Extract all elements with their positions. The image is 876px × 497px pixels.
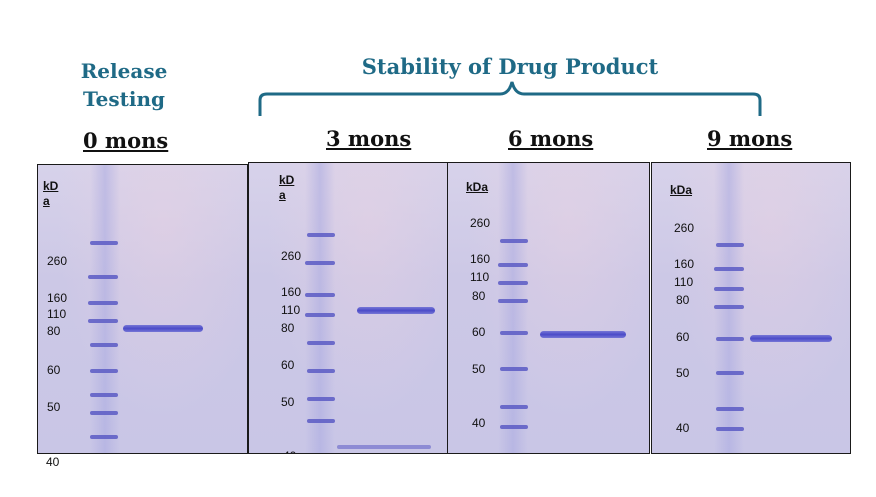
marker-label: 160 <box>674 257 695 271</box>
marker-label: 40 <box>46 455 60 469</box>
kda-label: kDa <box>670 183 693 197</box>
marker-label: 260 <box>470 216 491 230</box>
marker-label: 60 <box>472 325 486 339</box>
ladder-band <box>716 427 744 431</box>
timepoint-label-0: 0 mons <box>83 128 169 153</box>
ladder-band <box>90 411 118 415</box>
ladder-band <box>714 267 744 271</box>
marker-label: 40 <box>472 416 486 430</box>
ladder-band <box>88 319 118 323</box>
marker-label: 110 <box>281 303 301 317</box>
sample-band <box>123 325 203 332</box>
ladder-band <box>714 287 744 291</box>
marker-label: 160 <box>470 252 491 266</box>
ladder-band <box>88 275 118 279</box>
marker-label: 40 <box>283 449 296 453</box>
marker-label: 110 <box>674 275 694 289</box>
ladder-band <box>307 233 335 237</box>
timepoint-label-9: 9 mons <box>707 126 793 151</box>
marker-label: 60 <box>676 330 690 344</box>
timepoint-label-3: 3 mons <box>326 126 412 151</box>
ladder-band <box>90 369 118 373</box>
marker-label: 50 <box>281 395 295 409</box>
marker-label: 160 <box>281 285 302 299</box>
ladder-band <box>500 331 528 335</box>
ladder-band <box>716 337 744 341</box>
marker-label: 40 <box>676 421 690 435</box>
marker-label: 260 <box>281 249 302 263</box>
ladder-band <box>305 293 335 297</box>
marker-label: 160 <box>47 291 68 305</box>
marker-label: 80 <box>47 324 61 338</box>
ladder-band <box>88 301 118 305</box>
marker-label: 80 <box>281 321 295 335</box>
ladder-band <box>90 241 118 245</box>
ladder-band <box>307 419 335 423</box>
gel-panel-6-mons: kDa 260 160 110 80 60 50 40 <box>447 162 650 454</box>
ladder-band <box>305 313 335 317</box>
kda-label: kDa <box>466 180 489 194</box>
ladder-band <box>305 261 335 265</box>
ladder-band <box>498 263 528 267</box>
ladder-band <box>90 343 118 347</box>
ladder-band <box>90 393 118 397</box>
release-testing-heading: Release Testing <box>68 57 180 113</box>
gel-panel-3-mons: kDa 260 160 110 80 60 50 40 <box>248 162 448 454</box>
ladder-band <box>500 367 528 371</box>
ladder-band <box>307 369 335 373</box>
sample-band <box>540 331 626 338</box>
marker-label: 110 <box>47 307 67 321</box>
marker-label: 80 <box>472 289 486 303</box>
release-heading-line-2: Testing <box>83 87 165 111</box>
gel-panel-9-mons: kDa 260 160 110 80 60 50 40 <box>651 162 851 454</box>
timepoint-label-6: 6 mons <box>508 126 594 151</box>
marker-label: 260 <box>674 221 695 235</box>
ladder-band <box>716 243 744 247</box>
marker-label: 60 <box>281 358 295 372</box>
ladder-band <box>337 445 431 449</box>
marker-label: 80 <box>676 293 690 307</box>
ladder-band <box>716 371 744 375</box>
sample-band <box>750 335 832 342</box>
stability-brace <box>258 81 762 116</box>
ladder-band <box>90 435 118 439</box>
ladder-band <box>716 407 744 411</box>
marker-label: 260 <box>47 254 68 268</box>
ladder-band <box>307 397 335 401</box>
marker-label: 110 <box>470 270 490 284</box>
gel-panel-0-mons: kD a 260 160 110 80 60 50 <box>37 164 248 454</box>
ladder-band <box>500 425 528 429</box>
ladder-band <box>498 281 528 285</box>
ladder-band <box>307 341 335 345</box>
marker-label: 50 <box>676 366 690 380</box>
release-heading-line-1: Release <box>80 59 168 83</box>
ladder-band <box>714 305 744 309</box>
ladder-band <box>500 239 528 243</box>
marker-label: 50 <box>47 400 61 414</box>
stability-heading: Stability of Drug Product <box>361 54 659 79</box>
marker-label: 60 <box>47 363 61 377</box>
sample-band <box>357 307 435 314</box>
marker-label: 50 <box>472 362 486 376</box>
ladder-band <box>498 299 528 303</box>
ladder-band <box>500 405 528 409</box>
